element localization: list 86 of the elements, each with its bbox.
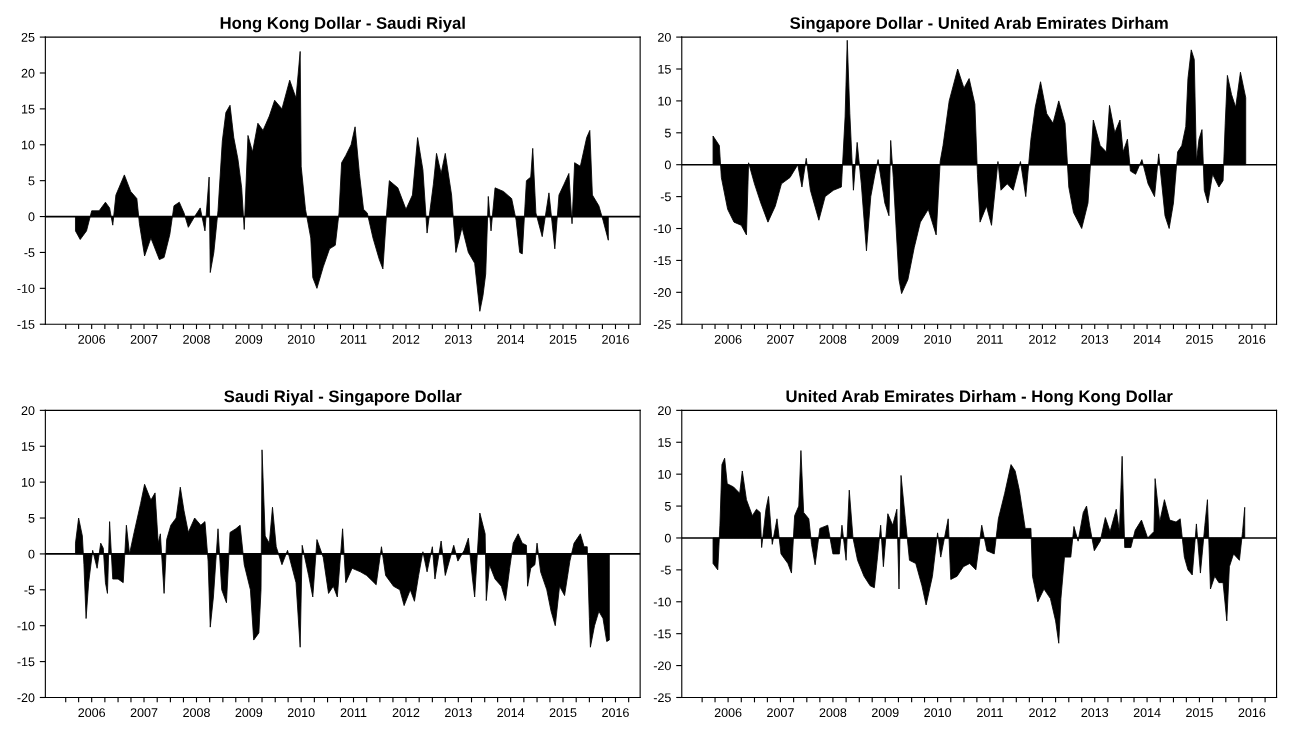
y-tick-label: 25 [21,32,35,42]
y-tick-label: -15 [653,629,671,639]
x-tick-label: 2012 [1029,708,1056,718]
y-tick-label: 20 [21,406,35,416]
x-tick-label: 2013 [445,334,472,344]
y-tick-label: 15 [21,442,35,451]
chart-title: United Arab Emirates Dirham - Hong Kong Dollar [786,389,1173,406]
x-tick-label: 2011 [977,708,1003,718]
x-tick-label: 2013 [445,708,472,718]
x-tick-label: 2011 [340,708,367,718]
x-tick-label: 2016 [602,334,629,344]
y-tick-label: 5 [664,128,671,138]
chart-title: Hong Kong Dollar - Saudi Riyal [220,16,465,33]
x-tick-label: 2009 [871,334,899,344]
x-tick-label: 2010 [924,334,951,344]
x-tick-label: 2016 [1238,708,1266,718]
x-tick-label: 2009 [235,334,263,344]
x-tick-label: 2007 [130,334,158,344]
y-tick-label: -25 [653,320,671,329]
y-tick-label: -5 [660,565,671,575]
x-tick-label: 2015 [549,708,577,718]
x-tick-label: 2012 [392,708,420,718]
y-tick-label: 0 [28,549,35,559]
x-tick-label: 2011 [340,334,367,344]
x-tick-label: 2008 [183,334,210,344]
y-tick-label: -25 [653,693,671,703]
x-tick-label: 2010 [924,708,951,718]
y-tick-label: 15 [658,438,671,447]
y-tick-label: -10 [17,284,35,293]
x-tick-label: 2013 [1081,708,1109,718]
x-tick-label: 2008 [819,334,847,344]
x-tick-label: 2014 [1133,334,1161,344]
x-tick-label: 2014 [497,708,525,718]
y-tick-label: 0 [664,533,671,543]
y-tick-label: 10 [21,140,35,150]
x-tick-label: 2013 [1081,334,1109,344]
y-tick-label: 20 [21,68,35,78]
y-tick-label: 20 [658,32,671,42]
x-tick-label: 2008 [819,708,847,718]
x-tick-label: 2009 [235,708,263,718]
y-tick-label: -20 [653,288,671,297]
y-tick-label: 5 [28,176,35,186]
y-tick-label: 10 [658,469,671,479]
y-tick-label: -10 [653,224,671,234]
y-tick-label: -5 [660,192,671,202]
x-tick-label: 2007 [767,334,794,344]
y-tick-label: -5 [24,585,35,595]
y-tick-label: 5 [664,502,671,511]
x-tick-label: 2010 [287,334,315,344]
x-tick-label: 2006 [714,334,742,344]
y-tick-label: -15 [17,657,35,667]
y-tick-label: 10 [658,96,671,106]
x-tick-label: 2007 [767,708,794,718]
y-tick-label: 0 [664,160,671,170]
y-tick-label: -20 [653,661,671,671]
x-tick-label: 2010 [287,708,315,718]
x-tick-label: 2009 [871,708,899,718]
x-tick-label: 2016 [602,708,629,718]
x-tick-label: 2014 [1133,708,1161,718]
y-tick-label: 15 [658,64,671,74]
x-tick-label: 2012 [1029,334,1056,344]
y-tick-label: -15 [653,256,671,266]
x-tick-label: 2006 [78,334,106,344]
y-tick-label: 15 [21,104,35,114]
x-tick-label: 2006 [714,708,742,718]
chart-title: Saudi Riyal - Singapore Dollar [224,389,462,406]
x-tick-label: 2011 [977,334,1003,344]
x-tick-label: 2012 [392,334,420,344]
x-tick-label: 2007 [130,708,158,718]
y-tick-label: -10 [17,621,35,631]
y-tick-label: 0 [28,212,35,222]
x-tick-label: 2015 [1186,334,1213,344]
chart-title: Singapore Dollar - United Arab Emirates Dirham [790,16,1168,33]
y-tick-label: 20 [658,406,671,416]
x-tick-label: 2008 [183,708,210,718]
x-tick-label: 2006 [78,708,106,718]
y-tick-label: -20 [17,693,35,703]
x-tick-label: 2014 [497,334,525,344]
y-tick-label: -10 [653,597,671,607]
y-tick-label: -5 [24,248,35,258]
y-tick-label: 5 [28,513,35,523]
y-tick-label: 10 [21,477,35,487]
x-tick-label: 2016 [1238,334,1266,344]
x-tick-label: 2015 [549,334,577,344]
x-tick-label: 2015 [1186,708,1213,718]
y-tick-label: -15 [17,320,35,329]
